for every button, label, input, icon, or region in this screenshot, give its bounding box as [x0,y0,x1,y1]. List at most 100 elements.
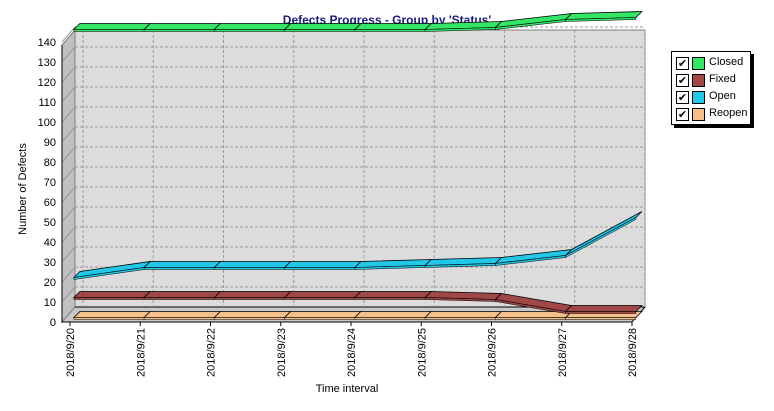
series-reopen-edge [73,317,145,320]
series-reopen-edge [565,317,637,320]
gridline-side [61,186,76,203]
y-tick-label: 10 [44,297,56,309]
series-fixed-edge [214,297,285,300]
checkbox-checked-icon[interactable]: ✔ [676,91,689,104]
series-closed-segment [143,23,222,30]
checkbox-checked-icon[interactable]: ✔ [676,74,689,87]
legend-swatch-fixed [692,74,705,87]
checkbox-checked-icon[interactable]: ✔ [676,108,689,121]
series-closed-segment [353,23,433,30]
legend: ✔ Closed ✔ Fixed ✔ Open ✔ Reopen [671,51,751,125]
y-tick-label: 60 [44,197,56,209]
x-tick-label: 2018/9/27 [557,328,569,377]
series-open-edge [214,267,285,270]
series-closed-segment [213,23,292,30]
legend-label: Reopen [709,107,748,119]
y-tick-label: 20 [44,277,56,289]
series-reopen-segment [72,311,152,318]
checkbox-checked-icon[interactable]: ✔ [676,57,689,70]
gridline-side [61,106,76,123]
legend-item-open[interactable]: ✔ Open [676,89,750,105]
legend-label: Closed [709,56,744,68]
gridline-side [61,86,76,103]
series-open-segment [283,261,362,268]
series-fixed-edge [565,311,637,314]
x-tick-label: 2018/9/21 [135,328,147,377]
series-fixed-segment [353,291,433,298]
legend-swatch-open [692,91,705,104]
y-tick-label: 110 [38,97,56,109]
series-fixed-segment [283,291,362,298]
series-closed-edge [214,29,285,32]
gridline-side [61,66,76,83]
series-open-edge [143,267,215,270]
series-reopen-segment [353,311,433,318]
gridline-side [61,146,76,163]
y-tick-label: 120 [38,77,56,89]
series-reopen-segment [143,311,222,318]
x-tick-label: 2018/9/26 [487,328,499,377]
series-fixed-edge [143,297,215,300]
legend-swatch-closed [692,57,705,70]
x-tick-label: 2018/9/23 [276,328,288,377]
gridline-side [61,226,76,243]
series-fixed-segment [72,291,152,298]
x-tick-label: 2018/9/28 [627,328,639,377]
gridline-side [61,266,76,283]
y-axis-label: Number of Defects [17,143,29,235]
x-tick-label: 2018/9/24 [346,328,358,377]
series-reopen-edge [495,317,566,320]
gridline-side [61,246,76,263]
y-tick-label: 0 [50,317,56,329]
series-reopen-segment [283,311,362,318]
series-closed-segment [72,23,152,30]
series-reopen-edge [354,317,426,320]
gridline-side [61,206,76,223]
series-closed-edge [565,17,637,22]
x-axis-label: Time interval [316,383,379,395]
y-tick-label: 50 [44,217,56,229]
gridline-side [61,126,76,143]
series-open-segment [143,261,222,268]
x-tick-label: 2018/9/20 [65,328,77,377]
legend-item-fixed[interactable]: ✔ Fixed [676,72,750,88]
series-reopen-edge [424,317,496,320]
legend-item-reopen[interactable]: ✔ Reopen [676,106,750,122]
series-closed-edge [284,29,356,32]
series-fixed-segment [564,305,643,312]
series-closed-edge [73,29,145,32]
y-tick-label: 90 [44,137,56,149]
x-tick-label: 2018/9/22 [206,328,218,377]
y-tick-label: 80 [44,157,56,169]
y-tick-label: 70 [44,177,56,189]
series-fixed-edge [73,297,145,300]
gridline-side [61,46,76,63]
gridline-side [61,286,76,303]
gridline-side [61,166,76,183]
series-reopen-edge [214,317,285,320]
series-open-edge [565,217,637,258]
series-closed-segment [283,23,362,30]
series-closed-edge [354,29,426,32]
y-tick-label: 130 [38,57,56,69]
legend-swatch-reopen [692,108,705,121]
y-tick-label: 140 [38,37,56,49]
x-tick-label: 2018/9/25 [416,328,428,377]
legend-item-closed[interactable]: ✔ Closed [676,55,750,71]
series-closed-edge [143,29,215,32]
series-fixed-segment [213,291,292,298]
series-reopen-segment [213,311,292,318]
series-open-edge [284,267,356,270]
gridline-side [61,306,76,323]
series-fixed-segment [143,291,222,298]
series-reopen-edge [284,317,356,320]
y-tick-label: 40 [44,237,56,249]
series-reopen-segment [424,311,503,318]
series-reopen-edge [143,317,215,320]
legend-label: Open [709,90,736,102]
series-open-segment [213,261,292,268]
gridline-side [61,26,76,43]
y-tick-label: 30 [44,257,56,269]
series-fixed-edge [354,297,426,300]
